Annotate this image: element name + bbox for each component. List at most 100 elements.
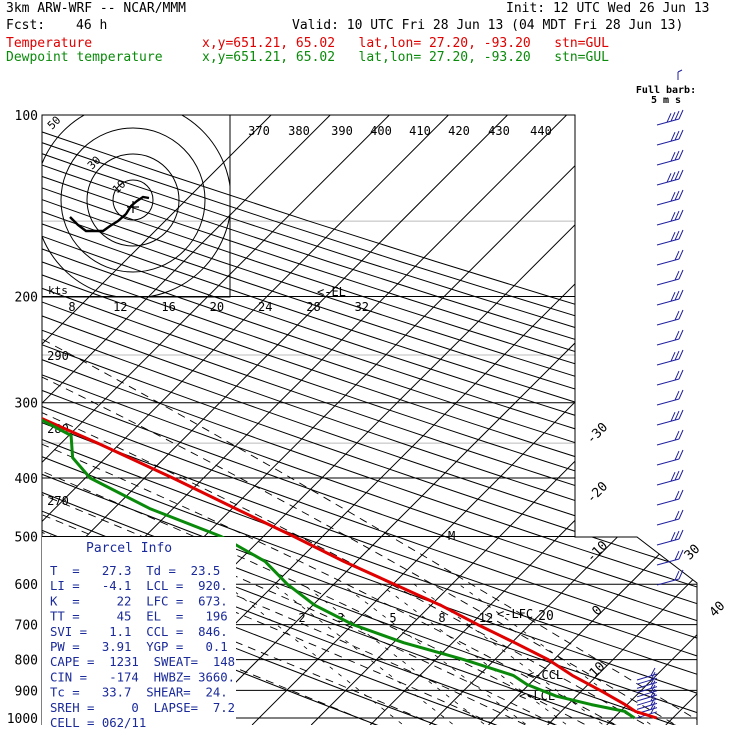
pressure-tick-label: 400 [15, 472, 38, 487]
barb-legend-icon [677, 69, 683, 80]
el-marker: <-EL [317, 285, 346, 299]
parcel-info-row: PW = 3.91 YGP = 0.1 [50, 640, 228, 654]
wind-barb [656, 489, 684, 506]
temperature-trace [42, 115, 658, 720]
moist-adiabat-line [42, 296, 686, 725]
dry-adiabat-line [42, 115, 697, 725]
theta-tick-label: 430 [488, 124, 510, 138]
isotherm-line [42, 115, 272, 725]
dry-adiabat-line [42, 115, 697, 725]
parcel-info-row: TT = 45 EL = 196 [50, 610, 228, 624]
mixing-ratio-line [273, 583, 462, 725]
dry-adiabat-line [42, 115, 697, 725]
parcel-info-title: Parcel Info [86, 541, 172, 556]
hodograph-speed-label: 24 [258, 300, 272, 314]
pressure-tick-label: 700 [15, 619, 38, 634]
mixing-ratio-line [302, 583, 493, 725]
temperature-legend: Temperature [6, 36, 93, 51]
isotherm-line [488, 115, 697, 725]
wind-barb [656, 469, 684, 486]
wind-barb [656, 209, 684, 226]
dry-adiabat-line [42, 115, 697, 725]
hodograph-speed-label: 8 [68, 300, 75, 314]
parcel-info-row: SVI = 1.1 CCL = 846. [50, 625, 228, 639]
wind-barb [656, 509, 684, 526]
wind-barb [656, 149, 684, 166]
pressure-tick-label: 600 [15, 578, 38, 593]
mixing-ratio-line [458, 583, 660, 725]
theta-tick-label: 380 [288, 124, 310, 138]
barb-legend-units: 5 m s [651, 95, 681, 106]
dry-adiabat-line [42, 115, 697, 725]
wind-barb [656, 189, 684, 206]
mixing-ratio-line [413, 583, 612, 725]
hodograph-ring [112, 179, 154, 221]
dry-adiabat-line [42, 115, 692, 725]
ccl-marker: <-CCL [527, 668, 563, 682]
wind-barb [656, 309, 684, 326]
hodograph-ring-label: 50 [45, 114, 64, 133]
pressure-tick-label: 200 [15, 291, 38, 306]
isotherm-tick-label: -20 [584, 479, 611, 506]
theta-tick-label: 440 [530, 124, 552, 138]
wind-barb [656, 229, 684, 246]
wind-barb [656, 109, 684, 126]
mixing-ratio-line [379, 583, 575, 725]
isotherm-line [42, 115, 331, 725]
isotherm-tick-label: 30 [682, 542, 704, 564]
theta-tick-label: 410 [409, 124, 431, 138]
dry-adiabat-line [42, 115, 697, 725]
lfc-marker: <-LFC [497, 607, 533, 621]
wind-barb [656, 449, 684, 466]
dry-adiabat-line [42, 115, 697, 725]
isotherm-line [42, 115, 449, 725]
isotherm-line [192, 115, 697, 725]
moist-adiabat-line [42, 296, 657, 725]
isotherm-line [42, 115, 508, 725]
dry-adiabat-line [42, 115, 697, 725]
hodograph-speed-label: 32 [355, 300, 369, 314]
isotherm-line [606, 115, 697, 725]
theta-tick-label: 270 [47, 494, 69, 508]
wind-barb [656, 249, 684, 266]
dewpoint-trace [42, 115, 636, 720]
dry-adiabat-line [42, 115, 697, 725]
temperature-location-info: x,y=651.21, 65.02 lat,lon= 27.20, -93.20… [202, 36, 609, 51]
hodograph-speed-label: 16 [161, 300, 175, 314]
hodograph-speed-label: 28 [306, 300, 320, 314]
moist-adiabat-line [42, 374, 509, 725]
dry-adiabat-line [42, 115, 697, 725]
forecast-label: Fcst: [6, 18, 46, 33]
parcel-info-row: CIN = -174 HWBZ= 3660. [50, 670, 235, 684]
dry-adiabat-line [42, 115, 697, 725]
mixing-ratio-label: 8 [438, 611, 445, 625]
parcel-info-row: SREH = 0 LAPSE= 7.2 [50, 701, 235, 715]
dry-adiabat-line [42, 115, 697, 725]
isotherm-tick-label: 20 [538, 609, 554, 624]
parcel-info-row: CAPE = 1231 SWEAT= 148 [50, 655, 235, 669]
wind-barb [656, 409, 684, 426]
isotherm-line [429, 115, 697, 725]
hodograph-units-label: kts [48, 284, 68, 297]
dry-adiabat-line [42, 115, 697, 725]
mixing-ratio-line [341, 583, 535, 725]
isotherm-tick-label: 40 [707, 599, 729, 621]
hodograph-speed-label: 20 [210, 300, 224, 314]
dewpoint-location-info: x,y=651.21, 65.02 lat,lon= 27.20, -93.20… [202, 50, 609, 65]
dry-adiabat-line [42, 115, 697, 725]
isotherm-tick-label: -30 [584, 420, 611, 447]
parcel-info-row: T = 27.3 Td = 23.5 [50, 564, 220, 578]
init-time: Init: 12 UTC Wed 26 Jun 13 [506, 1, 710, 16]
moist-adiabat-line [42, 343, 538, 725]
wind-barb [656, 529, 684, 546]
dewpoint-legend: Dewpoint temperature [6, 50, 163, 65]
theta-tick-label: 370 [248, 124, 270, 138]
pressure-tick-label: 300 [15, 397, 38, 412]
pressure-tick-label: 900 [15, 684, 38, 699]
pressure-tick-label: 100 [15, 109, 38, 124]
wind-barb [656, 389, 684, 406]
wind-barb [656, 329, 684, 346]
wind-barb [656, 429, 684, 446]
theta-tick-label: 290 [47, 349, 69, 363]
